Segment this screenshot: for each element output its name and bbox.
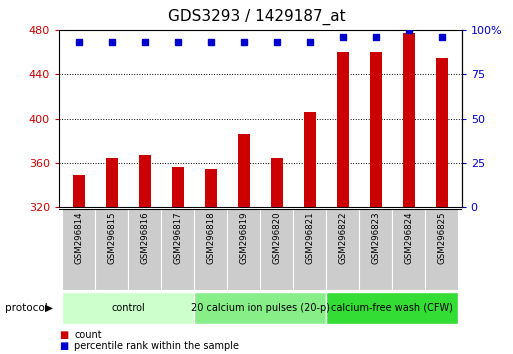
Bar (139, 155, 151, 207)
Bar (403, 33, 415, 207)
Text: ▶: ▶ (45, 303, 53, 313)
Text: GSM296816: GSM296816 (141, 211, 149, 264)
Bar (337, 52, 349, 207)
Bar (172, 167, 184, 207)
Text: calcium-free wash (CFW): calcium-free wash (CFW) (331, 303, 453, 313)
Text: percentile rank within the sample: percentile rank within the sample (74, 341, 240, 351)
Bar (205, 170, 216, 207)
Bar (194, 209, 227, 290)
Bar (326, 292, 459, 324)
Bar (392, 209, 425, 290)
Text: GSM296814: GSM296814 (74, 211, 83, 264)
Text: GSM296825: GSM296825 (438, 211, 446, 264)
Bar (161, 209, 194, 290)
Bar (128, 209, 161, 290)
Text: GDS3293 / 1429187_at: GDS3293 / 1429187_at (168, 9, 345, 25)
Text: GSM296819: GSM296819 (240, 211, 248, 264)
Bar (436, 58, 448, 207)
Text: count: count (74, 330, 102, 339)
Text: GSM296820: GSM296820 (272, 211, 281, 264)
Text: GSM296822: GSM296822 (339, 211, 347, 264)
Text: protocol: protocol (5, 303, 48, 313)
Text: GSM296815: GSM296815 (107, 211, 116, 264)
Text: ■: ■ (59, 330, 68, 339)
Bar (360, 209, 392, 290)
Text: GSM296823: GSM296823 (371, 211, 380, 264)
Text: GSM296817: GSM296817 (173, 211, 182, 264)
Bar (326, 209, 360, 290)
Text: GSM296821: GSM296821 (305, 211, 314, 264)
Bar (261, 209, 293, 290)
Bar (73, 175, 85, 207)
Bar (95, 209, 128, 290)
Text: control: control (111, 303, 145, 313)
Bar (62, 209, 95, 290)
Text: ■: ■ (59, 341, 68, 351)
Bar (293, 209, 326, 290)
Bar (194, 292, 326, 324)
Bar (62, 292, 194, 324)
Text: GSM296818: GSM296818 (206, 211, 215, 264)
Text: 20 calcium ion pulses (20-p): 20 calcium ion pulses (20-p) (191, 303, 330, 313)
Bar (271, 159, 283, 207)
Bar (304, 112, 315, 207)
Bar (370, 52, 382, 207)
Bar (106, 159, 117, 207)
Bar (227, 209, 261, 290)
Text: GSM296824: GSM296824 (404, 211, 413, 264)
Bar (425, 209, 459, 290)
Bar (238, 134, 250, 207)
